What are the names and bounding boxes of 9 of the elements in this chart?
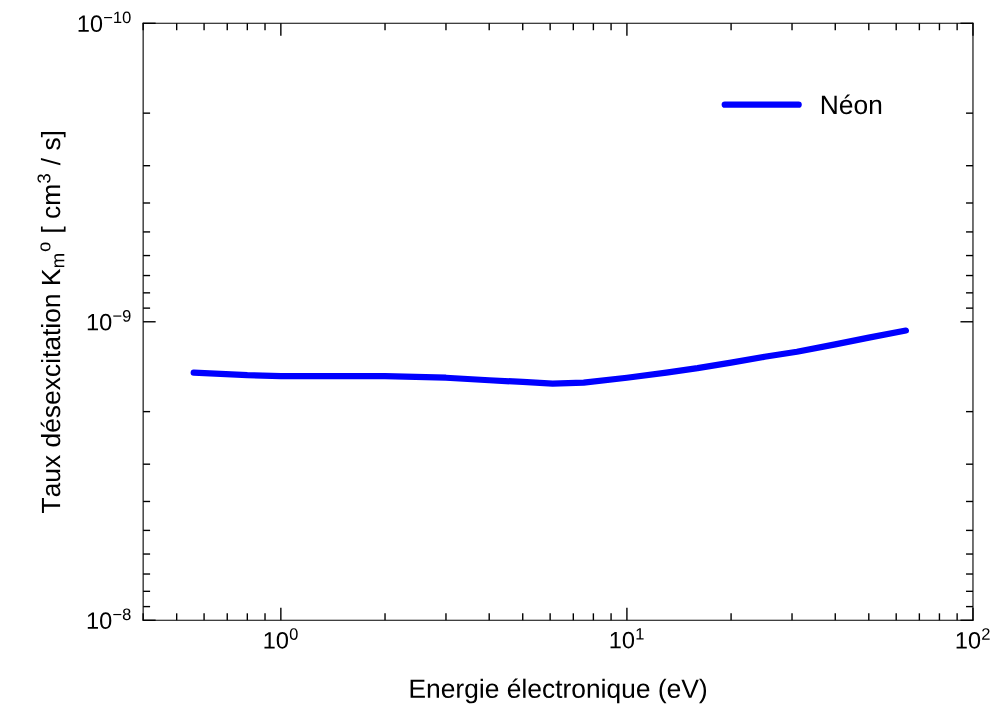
x-axis-title: Energie électronique (eV) [410,678,707,704]
legend-label: Néon [821,94,882,115]
x-tick-label: 10$^{2}$ [956,628,990,649]
y-axis-title: Taux désexcitation K$_{m}$$^{o}$ [ cm$^{3}$ / s] [37,131,66,513]
y-tick-label: 10$^{−9}$ [87,310,131,331]
y-tick-label: 10$^{−8}$ [87,608,131,630]
y-tick-label: 10$^{−10}$ [78,11,131,33]
x-tick-label: 10$^{1}$ [610,628,644,649]
x-tick-label: 10$^{0}$ [264,628,298,649]
